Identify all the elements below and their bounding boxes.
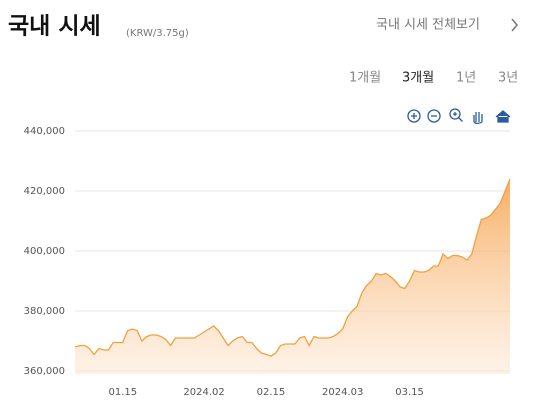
title: 국내 시세 [8, 14, 101, 40]
unit: (KRW/3.75g) [126, 28, 189, 39]
y-tick-label: 360,000 [24, 366, 65, 377]
x-tick-label: 01.15 [108, 387, 137, 398]
zoom-in-button[interactable] [407, 109, 421, 123]
reset-button[interactable] [495, 110, 511, 123]
zoom-button[interactable] [449, 108, 463, 122]
y-tick-label: 440,000 [24, 126, 65, 137]
range-tab[interactable]: 1개월 [349, 71, 381, 86]
range-tab[interactable]: 3년 [498, 71, 518, 86]
x-tick-label: 03.15 [395, 387, 424, 398]
toolbar [407, 108, 511, 125]
pan-button[interactable] [473, 112, 483, 125]
y-tick-label: 420,000 [24, 186, 65, 197]
x-tick-label: 2024.02 [183, 387, 224, 398]
range-tab[interactable]: 1년 [456, 71, 476, 86]
area-fill [75, 179, 510, 374]
price-line [74, 178, 511, 357]
y-tick-label: 400,000 [24, 246, 65, 257]
range-tab-selected[interactable]: 3개월 [402, 71, 434, 86]
x-tick-label: 2024.03 [322, 387, 363, 398]
all-prices-link[interactable]: 국내 시세 전체보기 [376, 18, 480, 33]
zoom-out-button[interactable] [427, 109, 441, 123]
y-tick-label: 380,000 [24, 306, 65, 317]
x-tick-label: 02.15 [257, 387, 286, 398]
chevron[interactable] [511, 18, 518, 32]
